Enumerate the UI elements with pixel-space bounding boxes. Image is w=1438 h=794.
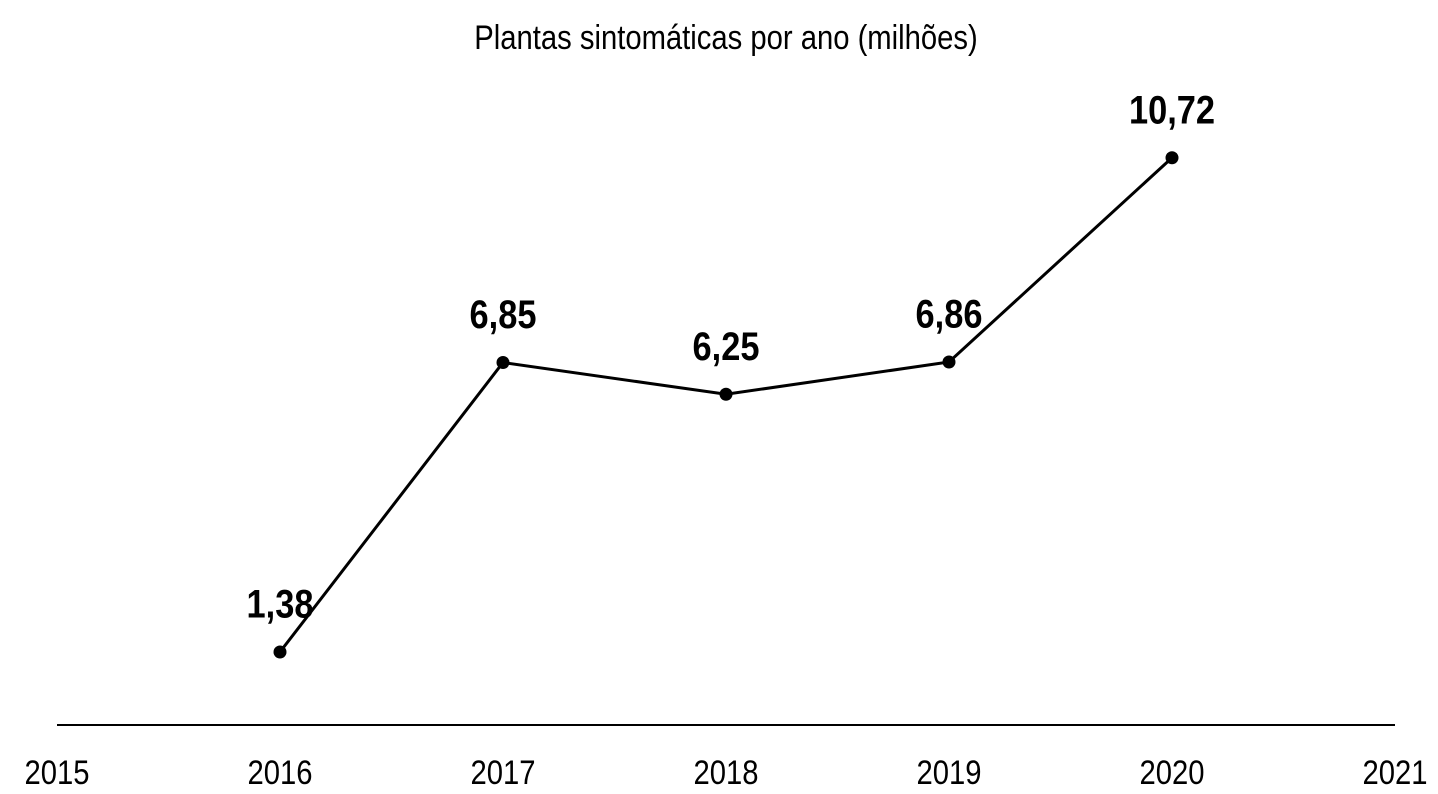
point: [1165, 151, 1179, 165]
x-tick-label: 2020: [1139, 753, 1204, 792]
data-label: 6,85: [470, 292, 537, 337]
chart-title: Plantas sintomáticas por ano (milhões): [474, 18, 977, 57]
x-tick-label: 2018: [693, 753, 758, 792]
data-label: 6,86: [916, 291, 983, 336]
line: [278, 156, 1174, 653]
data-label: 1,38: [247, 581, 314, 626]
point: [719, 387, 733, 401]
x-tick-label: 2019: [916, 753, 981, 792]
data-label: 10,72: [1129, 87, 1215, 132]
point: [942, 355, 956, 369]
point: [496, 356, 510, 370]
x-tick-label: 2017: [470, 753, 535, 792]
data-label: 6,25: [693, 323, 760, 368]
point: [273, 645, 287, 659]
x-tick-label: 2015: [24, 753, 89, 792]
x-tick-label: 2016: [247, 753, 312, 792]
x-tick-label: 2021: [1362, 753, 1427, 792]
